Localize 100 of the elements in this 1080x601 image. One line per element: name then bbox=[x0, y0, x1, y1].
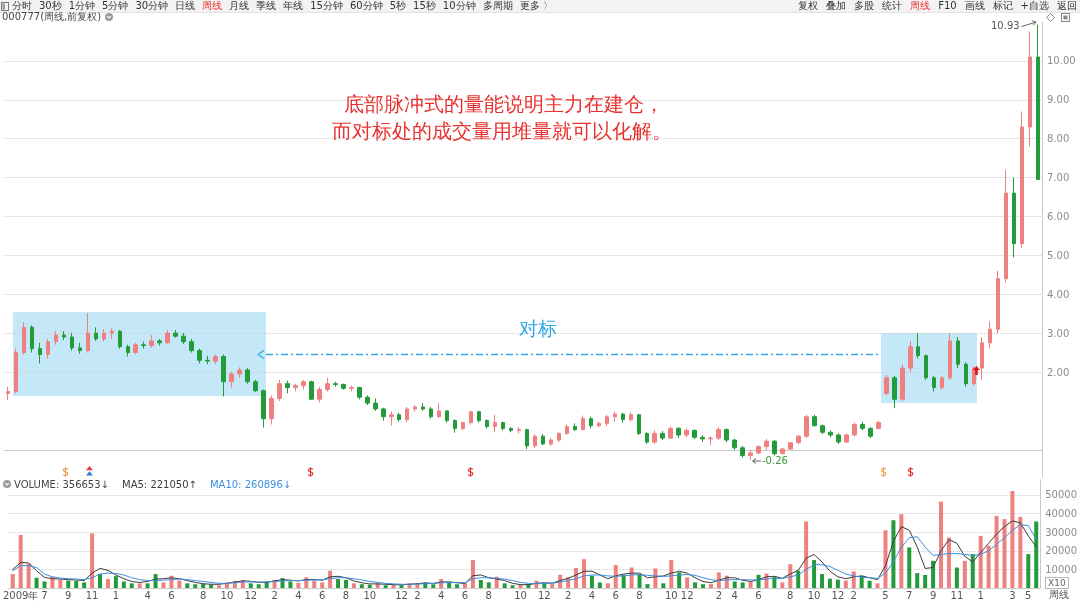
candlestick bbox=[684, 427, 689, 438]
candlestick bbox=[189, 338, 194, 354]
bar bbox=[161, 582, 166, 588]
x-tick-label: 12 bbox=[537, 589, 551, 601]
x-tick-label: 1 bbox=[977, 589, 984, 601]
candlestick bbox=[780, 447, 785, 455]
x-tick-label: 8 bbox=[199, 589, 207, 601]
candlestick bbox=[676, 426, 681, 439]
bar bbox=[986, 545, 991, 588]
candlestick bbox=[285, 380, 290, 394]
x-tick-label: 5 bbox=[882, 589, 889, 601]
candlestick bbox=[756, 444, 761, 455]
candlestick bbox=[613, 411, 617, 423]
candlestick bbox=[269, 394, 274, 425]
candlestick bbox=[796, 434, 801, 445]
bar bbox=[970, 554, 975, 588]
candlestick bbox=[525, 428, 529, 450]
y-tick-label: 40000 bbox=[1045, 508, 1077, 520]
candlestick bbox=[557, 431, 561, 443]
text: 月线 bbox=[229, 0, 250, 12]
annotation: 10.93 bbox=[991, 19, 1020, 32]
candlestick bbox=[772, 439, 777, 457]
candlestick bbox=[1012, 177, 1016, 258]
candlestick bbox=[1020, 110, 1024, 249]
candlestick bbox=[205, 355, 210, 365]
bar bbox=[693, 582, 698, 588]
x-tick-label: 7 bbox=[41, 589, 48, 601]
x-axis-title: 周线 bbox=[1049, 589, 1069, 601]
bar bbox=[177, 580, 182, 588]
y-tick-label: 4.00 bbox=[1047, 288, 1070, 300]
candlestick bbox=[748, 449, 753, 461]
candlestick bbox=[565, 424, 569, 436]
bar bbox=[359, 584, 364, 588]
text: 1分钟 bbox=[68, 0, 96, 11]
y-tick-label: 50000 bbox=[1045, 489, 1077, 501]
bar bbox=[288, 581, 293, 588]
bar bbox=[105, 579, 110, 588]
bar bbox=[455, 584, 460, 588]
candlestick bbox=[469, 410, 473, 425]
bar bbox=[899, 514, 904, 588]
candlestick bbox=[405, 406, 409, 424]
text: 多周期 bbox=[482, 0, 513, 12]
x-tick-label: 10 bbox=[363, 589, 377, 601]
bar bbox=[510, 585, 515, 588]
bar bbox=[645, 584, 650, 588]
bar bbox=[820, 574, 825, 588]
candlestick bbox=[517, 426, 521, 434]
y-tick-label: 5.00 bbox=[1047, 249, 1070, 261]
candlestick bbox=[301, 379, 306, 390]
candlestick bbox=[724, 427, 729, 443]
bar bbox=[486, 582, 491, 588]
text: 返回 bbox=[1057, 0, 1077, 12]
bar bbox=[98, 574, 103, 588]
bar bbox=[915, 573, 920, 588]
y-tick-label: 9.00 bbox=[1047, 94, 1070, 106]
y-tick-label: 6.00 bbox=[1047, 210, 1070, 222]
text: 多股 bbox=[854, 0, 875, 12]
bar bbox=[827, 578, 832, 588]
candlestick bbox=[621, 412, 625, 424]
bar bbox=[121, 581, 126, 588]
candlestick bbox=[349, 385, 354, 392]
x-tick-label: 6 bbox=[318, 589, 326, 601]
x-tick-label: 9 bbox=[929, 589, 937, 601]
x-tick-label: 10 bbox=[514, 589, 527, 601]
bar bbox=[931, 560, 936, 588]
bar bbox=[383, 585, 388, 588]
text: 日线 bbox=[175, 0, 196, 12]
x-tick-label: 4 bbox=[144, 589, 151, 601]
y-axis-title: X10 bbox=[1045, 577, 1069, 589]
candlestick bbox=[373, 397, 378, 412]
x-tick-label: 9 bbox=[65, 589, 72, 601]
y-tick-label: 10000 bbox=[1045, 563, 1077, 575]
candlestick bbox=[46, 338, 50, 359]
x-tick-label: 2009年 bbox=[2, 589, 39, 601]
bar bbox=[875, 583, 880, 588]
candlestick bbox=[1036, 24, 1040, 181]
x-tick-label: 12 bbox=[831, 589, 845, 601]
candlestick bbox=[261, 389, 266, 429]
candlestick bbox=[173, 329, 178, 339]
y-tick-label: 8.00 bbox=[1047, 133, 1070, 145]
bar bbox=[478, 579, 483, 588]
x-tick-label: 4 bbox=[731, 589, 738, 601]
annotation: 底部脉冲式的量能说明主力在建仓， bbox=[344, 92, 664, 117]
text: MA10: 260896↓ bbox=[209, 478, 292, 490]
x-tick-label: 8 bbox=[485, 589, 492, 601]
candlestick bbox=[637, 413, 641, 436]
text: 更多 〉 bbox=[519, 0, 553, 12]
candlestick bbox=[652, 429, 657, 445]
bar bbox=[74, 580, 79, 588]
x-tick-label: 12 bbox=[395, 589, 408, 601]
bar bbox=[193, 584, 198, 588]
bar bbox=[581, 559, 586, 588]
bar bbox=[42, 581, 47, 588]
text: 画线 bbox=[964, 0, 985, 12]
x-tick-label: 3 bbox=[1009, 589, 1016, 601]
bar bbox=[113, 576, 118, 588]
text: 分时 bbox=[12, 0, 32, 12]
bar bbox=[740, 582, 745, 588]
bar bbox=[10, 574, 15, 588]
x-tick-label: 2 bbox=[414, 589, 421, 601]
